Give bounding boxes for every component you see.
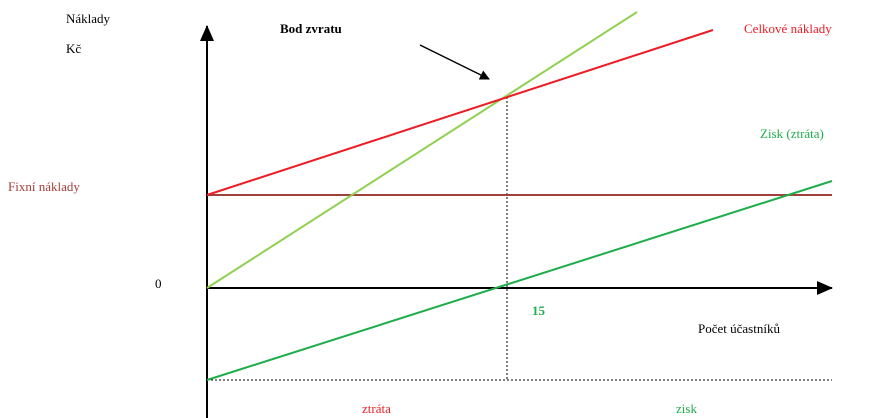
profit-line — [206, 180, 833, 381]
y-axis-label: Náklady — [66, 11, 111, 26]
revenue-line — [206, 11, 638, 289]
profit-loss-label: Zisk (ztráta) — [760, 126, 824, 141]
total-costs-line — [206, 29, 714, 196]
profit-label: zisk — [676, 401, 697, 416]
loss-label: ztráta — [362, 401, 391, 416]
break-even-label: Bod zvratu — [280, 21, 342, 36]
fixed-costs-label: Fixní náklady — [8, 179, 80, 194]
origin-label: 0 — [155, 276, 162, 291]
x-axis-label: Počet účastníků — [698, 321, 780, 336]
y-axis-unit: Kč — [66, 41, 81, 56]
pointer-arrow — [419, 44, 490, 80]
break-even-x-label: 15 — [532, 303, 546, 318]
total-costs-label: Celkové náklady — [744, 21, 832, 36]
